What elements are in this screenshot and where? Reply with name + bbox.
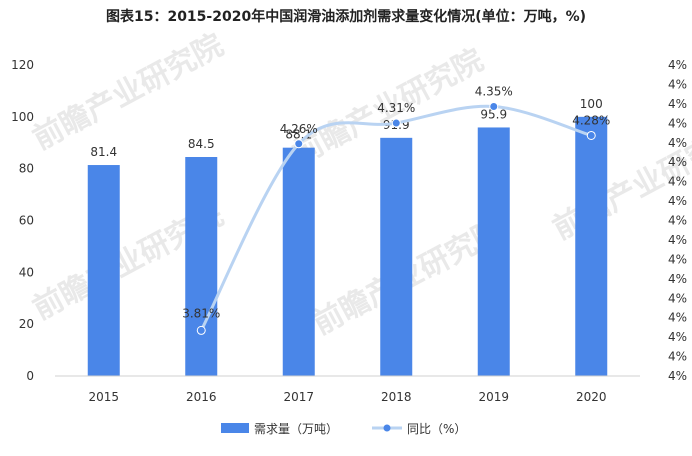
left-axis-tick-label: 80 xyxy=(19,162,34,176)
line-series: 3.81% 4.26% 4.31% 4.35% 4.28% xyxy=(182,84,610,335)
right-axis-tick-label: 4% xyxy=(668,77,687,91)
left-axis-tick-label: 40 xyxy=(19,265,34,279)
line-data-label: 4.35% xyxy=(475,84,513,98)
line-point xyxy=(586,130,596,140)
left-axis-tick-label: 100 xyxy=(11,110,34,124)
right-axis-tick-label: 4% xyxy=(668,58,687,72)
line-point xyxy=(196,325,206,335)
right-axis-tick-label: 4% xyxy=(668,350,687,364)
right-axis-tick-label: 4% xyxy=(668,116,687,130)
x-axis: 2015 2016 2017 2018 2019 2020 xyxy=(55,375,640,404)
x-axis-tick-label: 2015 xyxy=(88,390,119,404)
bar-data-label: 84.5 xyxy=(188,137,215,151)
line-data-label: 4.31% xyxy=(377,101,415,115)
right-axis-tick-label: 4% xyxy=(668,214,687,228)
right-axis-tick-label: 4% xyxy=(668,252,687,266)
line-data-label: 3.81% xyxy=(182,306,220,320)
line-data-label: 4.26% xyxy=(280,122,318,136)
right-axis-tick-label: 4% xyxy=(668,155,687,169)
x-axis-tick-label: 2020 xyxy=(576,390,607,404)
right-axis-tick-label: 4% xyxy=(668,369,687,383)
bar xyxy=(477,127,510,376)
line-point xyxy=(489,101,499,111)
bar xyxy=(87,165,120,376)
x-axis-tick-label: 2019 xyxy=(478,390,509,404)
bar xyxy=(380,137,413,376)
line-point xyxy=(391,118,401,128)
line-path xyxy=(199,104,592,332)
bar-data-label: 81.4 xyxy=(90,145,117,159)
legend-bar-label: 需求量（万吨） xyxy=(254,422,338,436)
legend-line-label: 同比（%） xyxy=(407,422,466,436)
chart-title: 图表15：2015-2020年中国润滑油添加剂需求量变化情况(单位：万吨，%) xyxy=(105,9,587,25)
left-axis-tick-label: 60 xyxy=(19,214,34,228)
bar xyxy=(282,147,315,376)
left-axis-tick-label: 20 xyxy=(19,317,34,331)
right-axis-tick-label: 4% xyxy=(668,194,687,208)
right-axis-tick-label: 4% xyxy=(668,330,687,344)
legend-line-marker xyxy=(383,424,391,432)
bar xyxy=(575,116,608,376)
left-axis: 0 20 40 60 80 100 120 xyxy=(11,58,34,383)
bar-data-label: 100 xyxy=(580,97,603,111)
line-data-label: 4.28% xyxy=(572,113,610,127)
legend: 需求量（万吨） 同比（%） xyxy=(221,422,466,436)
x-axis-tick-label: 2017 xyxy=(283,390,314,404)
right-axis-tick-label: 4% xyxy=(668,175,687,189)
x-axis-tick-label: 2018 xyxy=(381,390,412,404)
legend-bar-swatch xyxy=(221,423,249,433)
line-point xyxy=(294,139,304,149)
right-axis-tick-label: 4% xyxy=(668,97,687,111)
right-axis: 4% 4% 4% 4% 4% 4% 4% 4% 4% 4% 4% 4% 4% 4% 4% 4% 4% xyxy=(668,58,687,383)
right-axis-tick-label: 4% xyxy=(668,311,687,325)
right-axis-tick-label: 4% xyxy=(668,272,687,286)
bar-data-label: 95.9 xyxy=(480,107,507,121)
right-axis-tick-label: 4% xyxy=(668,136,687,150)
x-axis-tick-label: 2016 xyxy=(186,390,217,404)
left-axis-tick-label: 0 xyxy=(26,369,34,383)
right-axis-tick-label: 4% xyxy=(668,233,687,247)
left-axis-tick-label: 120 xyxy=(11,58,34,72)
bar xyxy=(185,157,218,376)
right-axis-tick-label: 4% xyxy=(668,291,687,305)
